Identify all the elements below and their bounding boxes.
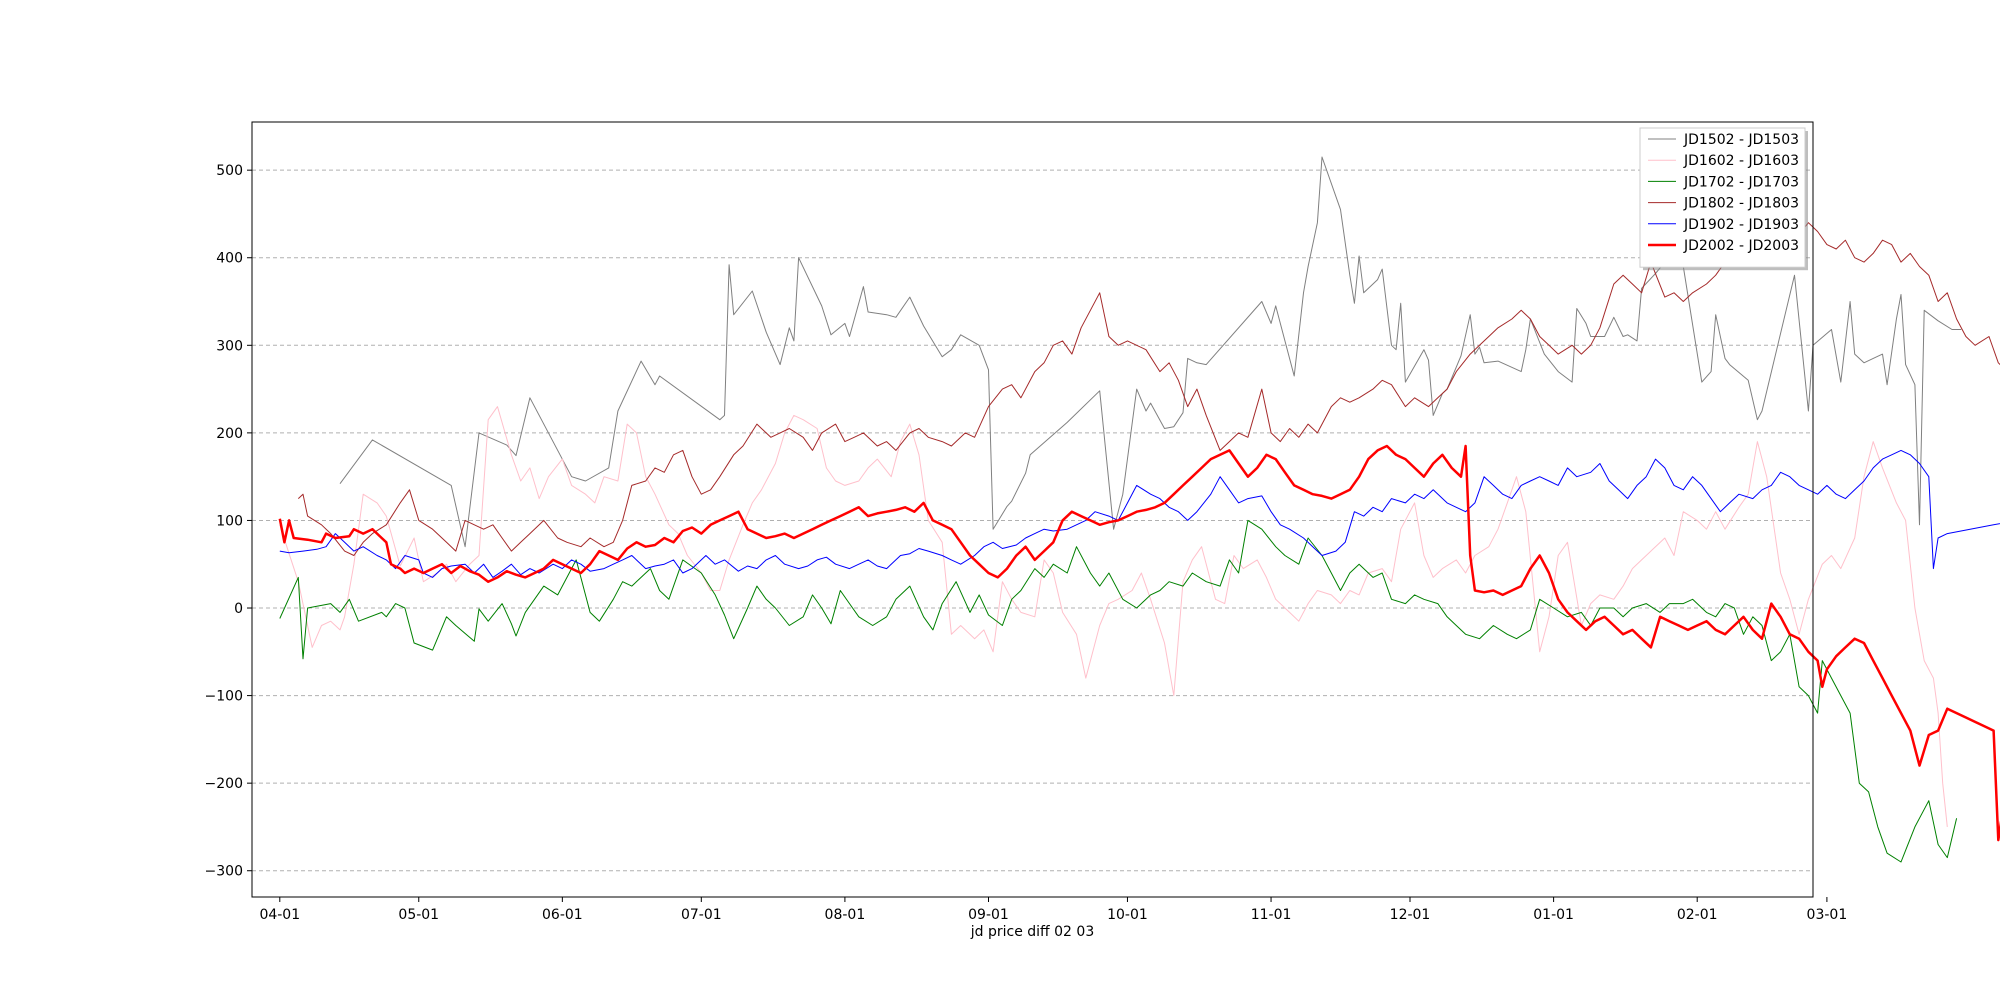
y-tick-label: 500 (216, 163, 243, 179)
x-tick-label: 01-01 (1533, 907, 1574, 923)
x-axis: 04-01 05-01 06-01 07-01 08-01 09-01 10-01 11-01… (259, 897, 1847, 923)
legend-entry-label: JD1702 - JD1703 (1683, 174, 1799, 190)
x-tick-label: 03-01 (1807, 907, 1848, 923)
plot-frame (251, 121, 1814, 898)
x-tick-label: 05-01 (398, 907, 439, 923)
x-tick-label: 06-01 (542, 907, 583, 923)
x-tick-label: 07-01 (681, 907, 722, 923)
legend-entry-label: JD1802 - JD1803 (1683, 196, 1799, 212)
x-tick-label: 04-01 (259, 907, 300, 923)
series-line-6 (278, 444, 2000, 842)
grid-lines (252, 169, 1813, 872)
y-tick-label: 200 (216, 426, 243, 442)
y-tick-label: −100 (205, 689, 243, 705)
y-tick-label: −300 (205, 864, 243, 880)
x-tick-label: 11-01 (1251, 907, 1292, 923)
x-tick-label: 09-01 (968, 907, 1009, 923)
series-line-2 (279, 406, 1948, 827)
y-tick-label: 400 (216, 251, 243, 267)
series-line-3 (279, 519, 1958, 863)
y-tick-label: 100 (216, 513, 243, 529)
x-tick-label: 12-01 (1390, 907, 1431, 923)
x-axis-title: jd price diff 02 03 (970, 924, 1094, 940)
x-tick-label: 08-01 (825, 907, 866, 923)
x-tick-label: 10-01 (1107, 907, 1148, 923)
legend-entry-label: JD1902 - JD1903 (1683, 217, 1799, 233)
x-tick-label: 02-01 (1677, 907, 1718, 923)
series-layer (278, 156, 2000, 863)
y-tick-label: −200 (205, 776, 243, 792)
series-line-5 (279, 449, 2000, 578)
y-axis: −300 −200 −100 0 100 200 300 400 500 (205, 163, 252, 880)
legend: JD1502 - JD1503 JD1602 - JD1603 JD1702 - J… (1639, 127, 1808, 271)
legend-entry-label: JD1502 - JD1503 (1683, 132, 1799, 148)
legend-entry-label: JD1602 - JD1603 (1683, 153, 1799, 169)
series-line-4 (297, 222, 2000, 556)
y-tick-label: 300 (216, 338, 243, 354)
y-tick-label: 0 (234, 601, 243, 617)
legend-entry-label: JD2002 - JD2003 (1683, 238, 1799, 254)
series-line-1 (339, 156, 1962, 548)
